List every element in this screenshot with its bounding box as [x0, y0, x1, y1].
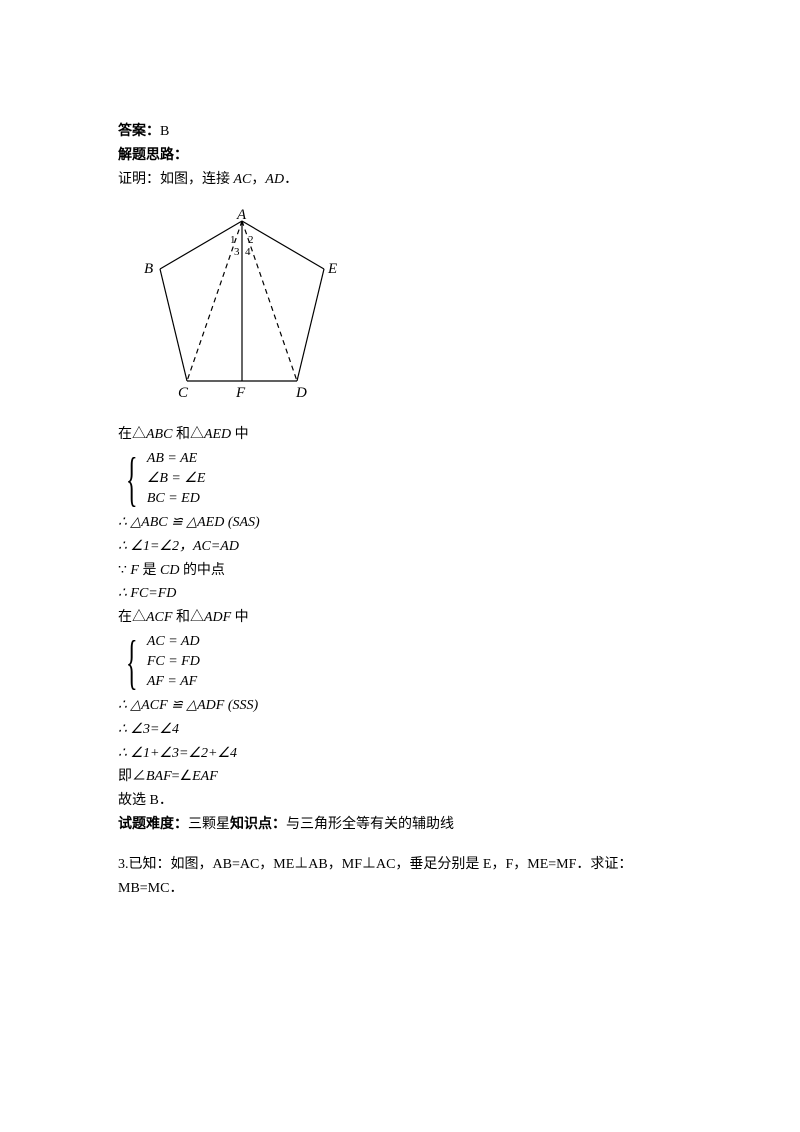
proof-intro: 证明：如图，连接 AC，AD． [118, 168, 682, 192]
seg-cd: CD [160, 563, 179, 578]
tri-abc: ABC [146, 427, 172, 442]
text: ∵ [118, 563, 130, 578]
svg-text:3: 3 [234, 246, 240, 258]
text: 和△ [172, 610, 204, 625]
text: 是 [139, 563, 160, 578]
svg-text:A: A [236, 209, 247, 223]
thought-label: 解题思路： [118, 144, 682, 168]
brace-items-2: AC = AD FC = FD AF = AF [147, 632, 200, 692]
proof-step-10: 即∠BAF=∠EAF [118, 765, 682, 789]
section-gap [118, 837, 682, 853]
svg-text:F: F [235, 385, 246, 401]
difficulty-line: 试题难度：三颗星知识点：与三角形全等有关的辅助线 [118, 813, 682, 837]
pentagon-figure: A B E C D F 1234 [142, 209, 342, 404]
left-brace-icon: { [126, 449, 138, 509]
proof-intro-ad: AD [265, 172, 284, 187]
question-3: 3.已知：如图，AB=AC，ME⊥AB，MF⊥AC，垂足分别是 E，F，ME=M… [118, 853, 682, 901]
cond-af-af: AF = AF [147, 672, 200, 692]
text: 的中点 [179, 563, 225, 578]
svg-text:B: B [144, 261, 153, 277]
proof-step-6: 在△ACF 和△ADF 中 [118, 606, 682, 630]
answer-label: 答案： [118, 124, 160, 139]
tri-acf: ACF [146, 610, 172, 625]
brace-group-2: { AC = AD FC = FD AF = AF [126, 632, 682, 692]
difficulty-value: 三颗星 [188, 817, 230, 832]
text: 在△ [118, 427, 146, 442]
svg-text:E: E [327, 261, 337, 277]
answer-value: B [160, 124, 169, 139]
proof-step-5: ∴ FC=FD [118, 582, 682, 606]
svg-text:1: 1 [230, 234, 236, 246]
difficulty-label: 试题难度： [118, 817, 188, 832]
svg-text:4: 4 [245, 246, 251, 258]
pt-f: F [130, 563, 139, 578]
proof-step-2: ∴ △ABC ≌ △AED (SAS) [118, 511, 682, 535]
kp-value: 与三角形全等有关的辅助线 [286, 817, 454, 832]
text: 在△ [118, 610, 146, 625]
text: =∠ [172, 769, 192, 784]
proof-step-8: ∴ ∠3=∠4 [118, 718, 682, 742]
proof-step-4: ∵ F 是 CD 的中点 [118, 559, 682, 583]
svg-text:2: 2 [248, 234, 254, 246]
ang-baf: BAF [146, 769, 172, 784]
cond-ab-ae: AB = AE [147, 449, 206, 469]
brace-items-1: AB = AE ∠B = ∠E BC = ED [147, 449, 206, 509]
tri-adf: ADF [204, 610, 231, 625]
text: 即∠ [118, 769, 146, 784]
kp-label: 知识点： [230, 817, 286, 832]
ang-eaf: EAF [192, 769, 218, 784]
proof-step-11: 故选 B． [118, 789, 682, 813]
cond-bc-ed: BC = ED [147, 489, 206, 509]
text: 中 [231, 427, 249, 442]
proof-step-1: 在△ABC 和△AED 中 [118, 423, 682, 447]
proof-intro-ac: AC [234, 172, 252, 187]
proof-intro-sep: ， [251, 172, 265, 187]
cond-angle-b-e: ∠B = ∠E [147, 469, 206, 489]
cond-fc-fd: FC = FD [147, 652, 200, 672]
page-content: 答案：B 解题思路： 证明：如图，连接 AC，AD． ABECDF1234 在△… [0, 0, 800, 940]
text: 和△ [172, 427, 204, 442]
proof-intro-text: 证明：如图，连接 [118, 172, 234, 187]
proof-intro-end: ． [284, 172, 298, 187]
proof-step-7: ∴ △ACF ≌ △ADF (SSS) [118, 694, 682, 718]
tri-aed: AED [204, 427, 231, 442]
svg-text:C: C [178, 385, 189, 401]
brace-group-1: { AB = AE ∠B = ∠E BC = ED [126, 449, 682, 509]
svg-text:D: D [295, 385, 307, 401]
left-brace-icon: { [126, 632, 138, 692]
cond-ac-ad: AC = AD [147, 632, 200, 652]
answer-line: 答案：B [118, 120, 682, 144]
text: 中 [231, 610, 249, 625]
proof-step-9: ∴ ∠1+∠3=∠2+∠4 [118, 742, 682, 766]
proof-step-3: ∴ ∠1=∠2，AC=AD [118, 535, 682, 559]
